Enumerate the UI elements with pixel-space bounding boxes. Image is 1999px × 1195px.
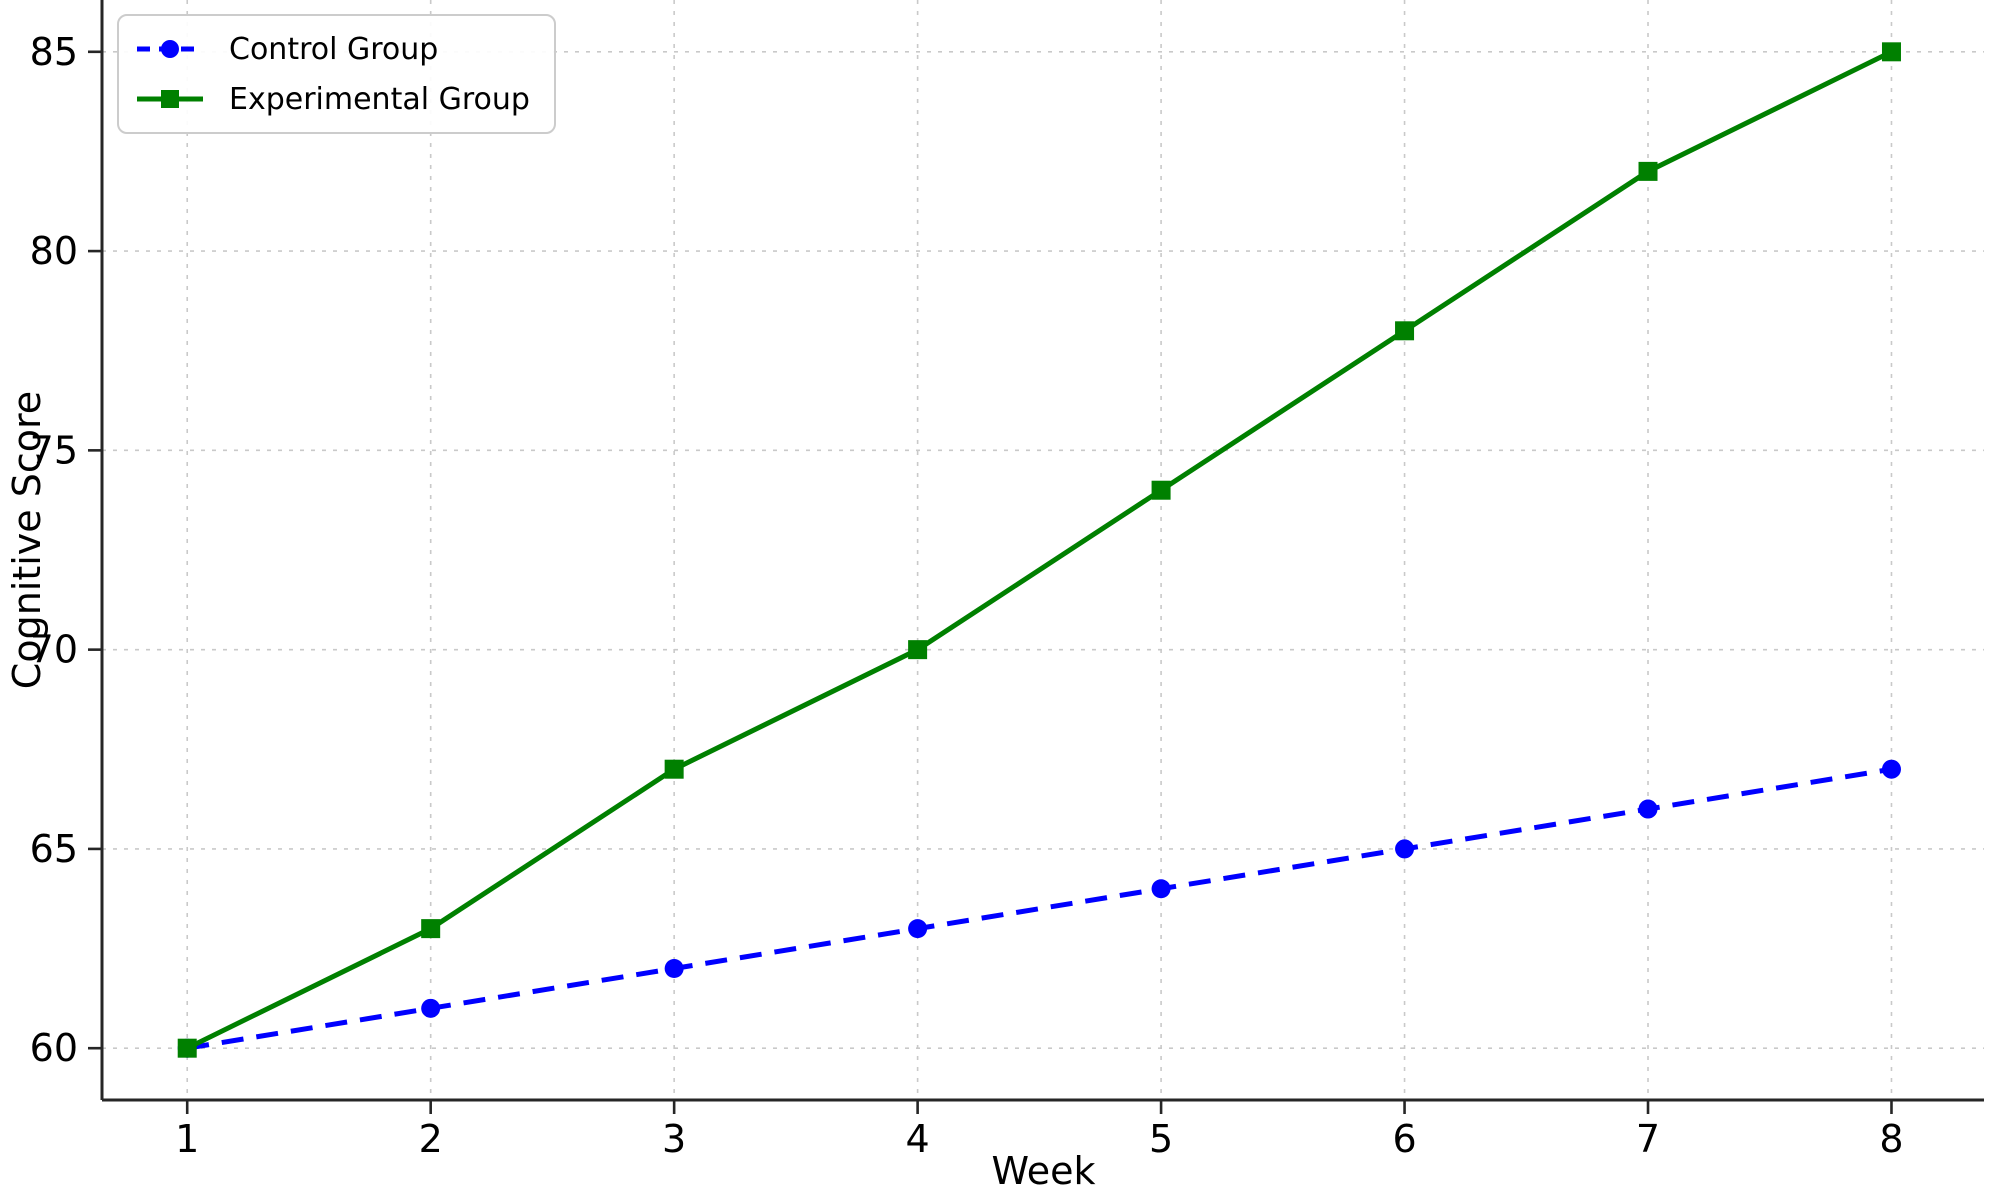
- x-tick-label: 5: [1149, 1117, 1173, 1161]
- experimental-group-line: [186, 49, 1893, 1051]
- tick-marks: [88, 50, 1893, 1114]
- y-tick-label: 80: [30, 229, 78, 273]
- y-tick-label: 85: [30, 30, 78, 74]
- control-group-markers: [177, 759, 1901, 1058]
- y-tick-label: 65: [30, 827, 78, 871]
- x-tick-label: 8: [1879, 1117, 1903, 1161]
- control-group-line: [186, 766, 1892, 1051]
- legend-label-control-group: Control Group: [229, 31, 439, 67]
- data-point-square: [421, 919, 441, 939]
- y-tick-label: 70: [30, 628, 78, 672]
- data-point-square: [1881, 42, 1901, 62]
- x-tick-label: 2: [419, 1117, 443, 1161]
- data-point-square: [1395, 321, 1415, 341]
- data-point-square: [1638, 161, 1658, 181]
- data-point-square: [1151, 480, 1171, 500]
- x-tick-labels: 1 2 3 4 5 6 7 8: [175, 1117, 1903, 1161]
- data-point-circle: [421, 998, 441, 1018]
- data-point-circle: [908, 919, 928, 939]
- experimental-group-markers: [177, 42, 1901, 1058]
- data-point-circle: [664, 958, 684, 978]
- data-point-square: [908, 640, 928, 660]
- gridlines: [102, 0, 1984, 1100]
- legend-item-control-group: Control Group: [135, 28, 530, 70]
- data-point-square: [664, 759, 684, 779]
- data-point-square: [177, 1038, 197, 1058]
- x-tick-label: 3: [662, 1117, 686, 1161]
- x-tick-label: 7: [1636, 1117, 1660, 1161]
- legend-item-experimental-group: Experimental Group: [135, 78, 530, 120]
- legend: Control Group Experimental Group: [117, 14, 556, 134]
- x-tick-label: 1: [175, 1117, 199, 1161]
- y-tick-label: 60: [30, 1026, 78, 1070]
- legend-label-experimental-group: Experimental Group: [229, 81, 530, 117]
- y-tick-labels: 60 65 70 75 80 85: [30, 30, 78, 1070]
- data-point-circle: [1638, 799, 1658, 819]
- axis-spines: [100, 0, 1984, 1102]
- y-axis-label: Cognitive Score: [5, 390, 49, 690]
- y-tick-label: 75: [30, 428, 78, 472]
- control-group-dashed-line-swatch: [137, 40, 203, 58]
- x-axis-label: Week: [991, 1149, 1096, 1193]
- data-point-circle: [1151, 879, 1171, 899]
- experimental-group-solid-line-swatch: [137, 90, 203, 108]
- data-point-circle: [1395, 839, 1415, 859]
- x-tick-label: 6: [1392, 1117, 1416, 1161]
- data-point-circle: [1881, 759, 1901, 779]
- x-tick-label: 4: [906, 1117, 930, 1161]
